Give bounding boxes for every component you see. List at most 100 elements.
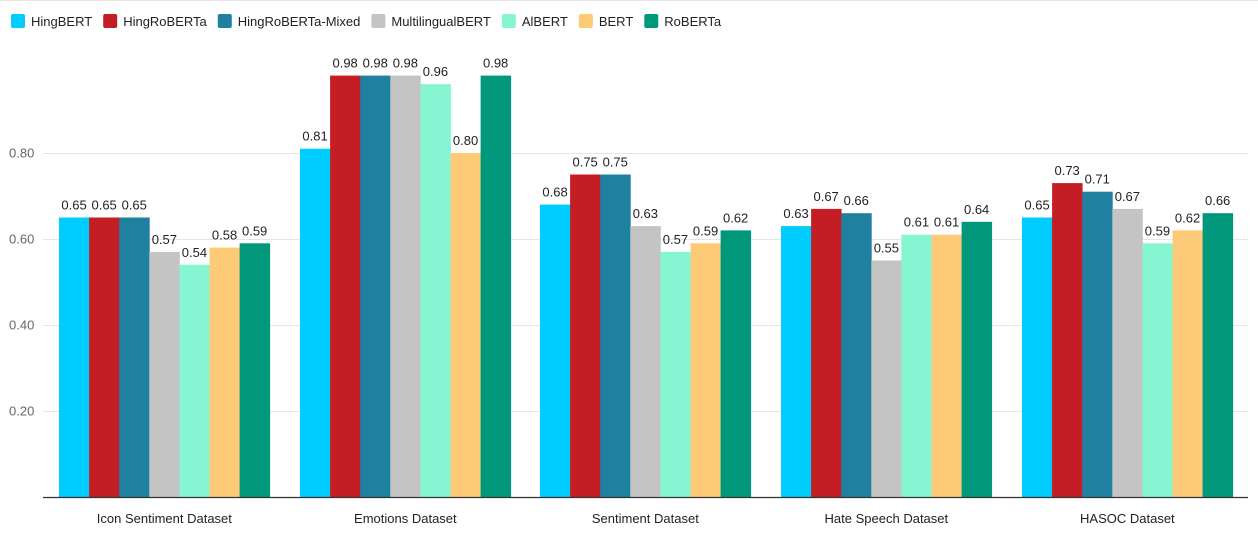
legend-item[interactable]: BERT xyxy=(578,14,633,29)
bar-value-label: 0.98 xyxy=(363,56,388,71)
bar xyxy=(600,174,631,497)
legend-swatch xyxy=(371,14,386,28)
bar-value-label: 0.58 xyxy=(212,228,237,243)
bar-value-label: 0.98 xyxy=(332,56,357,71)
legend: HingBERT HingRoBERTa HingRoBERTa-Mixed Mult… xyxy=(11,14,722,29)
legend-label: HingBERT xyxy=(31,14,92,29)
bar xyxy=(420,84,451,497)
bar-value-label: 0.98 xyxy=(483,56,508,71)
bar-value-label: 0.81 xyxy=(302,129,327,144)
bar xyxy=(901,234,932,497)
legend-swatch xyxy=(103,14,118,28)
bar xyxy=(690,243,721,497)
bar xyxy=(781,226,812,497)
bar xyxy=(330,75,361,497)
bar xyxy=(871,260,902,497)
legend-item[interactable]: HingRoBERTa-Mixed xyxy=(217,14,361,29)
bar xyxy=(1112,208,1143,497)
legend-item[interactable]: RoBERTa xyxy=(644,14,722,29)
legend-swatch xyxy=(217,14,232,28)
legend-swatch xyxy=(578,14,593,28)
bar xyxy=(209,247,240,497)
bar xyxy=(841,213,872,497)
bar-value-label: 0.67 xyxy=(1115,189,1140,204)
bar-value-label: 0.75 xyxy=(572,155,597,170)
x-axis-categories: Icon Sentiment Dataset Emotions Dataset Se… xyxy=(97,511,1175,526)
bar-value-label: 0.65 xyxy=(61,198,86,213)
legend-label: AlBERT xyxy=(522,14,568,29)
bar xyxy=(59,217,90,497)
x-category-label: Sentiment Dataset xyxy=(592,511,699,526)
bar-value-label: 0.80 xyxy=(453,133,478,148)
bars xyxy=(59,75,1234,498)
bar xyxy=(961,221,993,498)
bar-value-label: 0.59 xyxy=(693,223,718,238)
bar xyxy=(149,251,180,497)
bar-value-label: 0.63 xyxy=(783,206,808,221)
bar xyxy=(540,204,571,497)
legend-label: HingRoBERTa xyxy=(123,14,207,29)
bar-value-label: 0.62 xyxy=(1175,210,1200,225)
bar xyxy=(1202,213,1234,497)
x-category-label: Hate Speech Dataset xyxy=(825,511,949,526)
bar xyxy=(1052,183,1083,497)
bar xyxy=(480,75,512,497)
bar-value-label: 0.71 xyxy=(1085,172,1110,187)
bar xyxy=(179,264,210,497)
bar-value-label: 0.64 xyxy=(964,202,989,217)
legend-item[interactable]: AlBERT xyxy=(501,14,568,29)
bar-value-label: 0.65 xyxy=(91,198,116,213)
bar xyxy=(450,153,481,497)
bar-value-label: 0.55 xyxy=(874,241,899,256)
y-tick-label: 0.80 xyxy=(9,146,34,161)
x-category-label: HASOC Dataset xyxy=(1080,511,1175,526)
bar xyxy=(239,243,271,497)
legend-label: MultilingualBERT xyxy=(391,14,491,29)
bar-value-label: 0.61 xyxy=(934,215,959,230)
bar-value-label: 0.66 xyxy=(1205,193,1230,208)
bar xyxy=(570,174,601,497)
bar-value-label: 0.98 xyxy=(393,56,418,71)
bar-value-label: 0.73 xyxy=(1054,163,1079,178)
bar xyxy=(360,75,391,497)
bar-value-label: 0.57 xyxy=(663,232,688,247)
bar-value-label: 0.96 xyxy=(423,64,448,79)
legend-item[interactable]: HingRoBERTa xyxy=(103,14,208,29)
bar-value-label: 0.66 xyxy=(844,193,869,208)
bar xyxy=(630,226,661,497)
y-tick-label: 0.40 xyxy=(9,318,34,333)
bar-value-label: 0.67 xyxy=(813,189,838,204)
bar-value-label: 0.65 xyxy=(122,198,147,213)
bar xyxy=(1142,243,1173,497)
bar xyxy=(89,217,120,497)
bar xyxy=(1172,230,1203,497)
bar-value-label: 0.63 xyxy=(633,206,658,221)
bar xyxy=(1022,217,1053,497)
y-tick-label: 0.60 xyxy=(9,232,34,247)
bar-value-label: 0.59 xyxy=(242,223,267,238)
legend-swatch xyxy=(501,14,516,28)
bar xyxy=(931,234,962,497)
bar-value-label: 0.59 xyxy=(1145,223,1170,238)
bar-value-label: 0.54 xyxy=(182,245,207,260)
y-tick-label: 0.20 xyxy=(9,404,34,419)
y-axis-ticks: 0.20 0.40 0.60 0.80 xyxy=(9,146,34,419)
legend-label: HingRoBERTa-Mixed xyxy=(238,14,361,29)
legend-item[interactable]: MultilingualBERT xyxy=(371,14,491,29)
bar xyxy=(300,148,331,497)
bar xyxy=(390,75,421,497)
legend-item[interactable]: HingBERT xyxy=(11,14,92,29)
bar xyxy=(720,230,752,497)
bar xyxy=(811,208,842,497)
bar xyxy=(119,217,150,497)
bar-value-label: 0.68 xyxy=(542,185,567,200)
bar xyxy=(1082,191,1113,497)
x-category-label: Emotions Dataset xyxy=(354,511,457,526)
legend-swatch xyxy=(644,14,659,28)
bar-value-label: 0.61 xyxy=(904,215,929,230)
x-category-label: Icon Sentiment Dataset xyxy=(97,511,233,526)
legend-label: BERT xyxy=(599,14,633,29)
legend-label: RoBERTa xyxy=(664,14,722,29)
bar-value-label: 0.75 xyxy=(603,155,628,170)
